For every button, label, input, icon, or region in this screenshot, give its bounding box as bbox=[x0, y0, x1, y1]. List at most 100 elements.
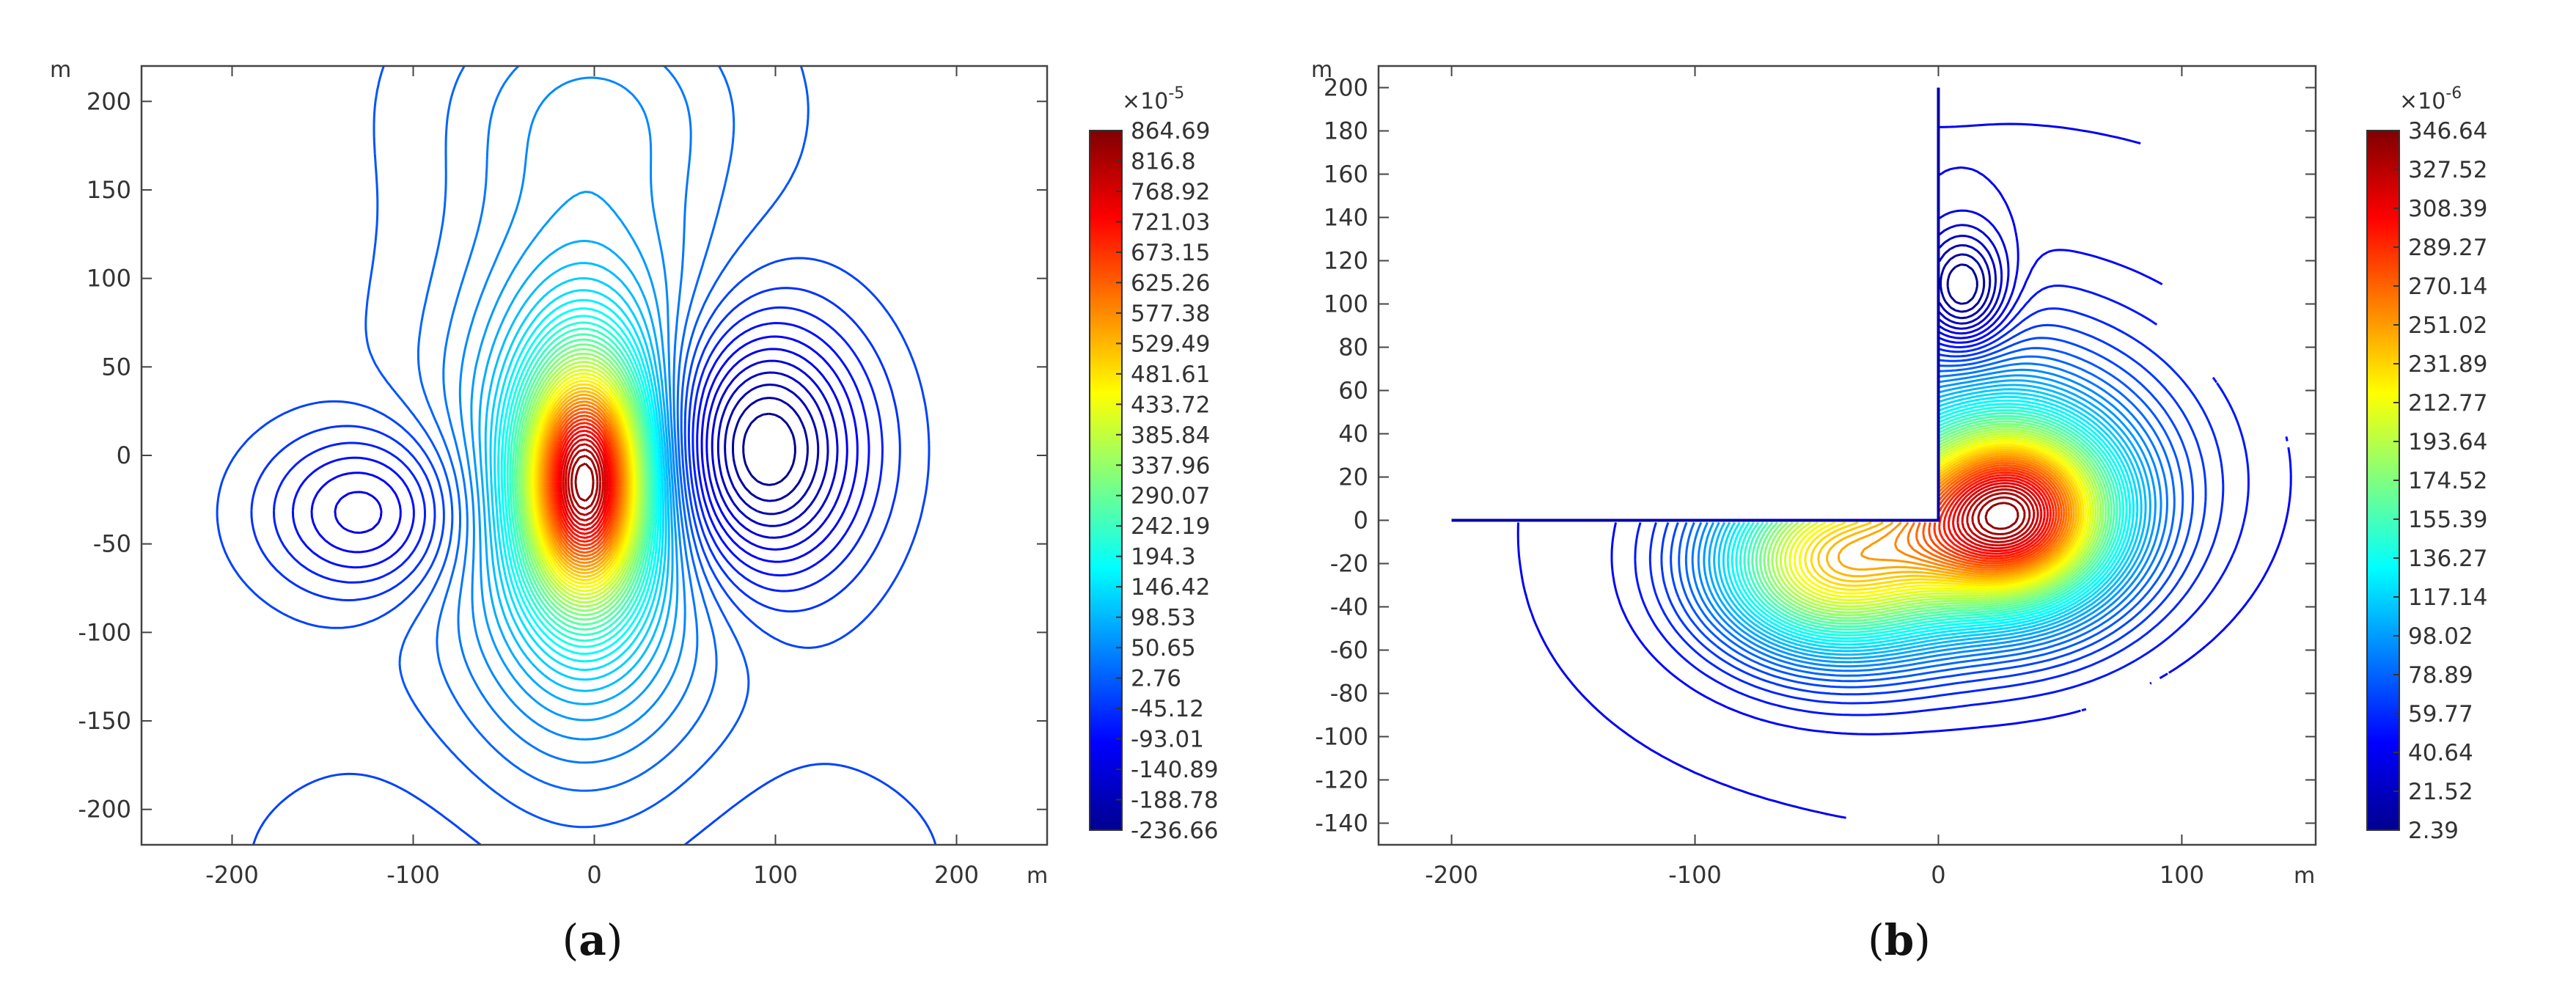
panel-a-contour-level-23 bbox=[503, 315, 658, 648]
panel-b-colorbar-multiplier: ×10-6 bbox=[2399, 84, 2462, 114]
panel-a-contour-level-24 bbox=[506, 321, 656, 642]
panel-b-contour-level-54 bbox=[1947, 476, 2050, 555]
panel-a-contour-level-49 bbox=[554, 422, 614, 543]
panel-a-tick-labels: -200 -100 0 100 200 200 150 100 50 0 -50 -100 -150 -2… bbox=[78, 87, 979, 889]
panel-a-contour-level-39 bbox=[537, 386, 631, 578]
panel-a-contour-level-3 bbox=[724, 384, 820, 516]
panel-b-contour-level-59 bbox=[1971, 491, 2031, 540]
panel-b-colorbar-tick-label: 2.39 bbox=[2408, 818, 2459, 844]
panel-a-colorbar-tick-label: 481.61 bbox=[1131, 362, 1210, 388]
panel-b-contour-level-39 bbox=[1798, 441, 2087, 595]
panel-b-contour-level-34 bbox=[1775, 430, 2099, 611]
panel-b-colorbar-multiplier-exp: -6 bbox=[2445, 84, 2462, 103]
panel-b: m m -200 -100 0 100200180160140120100806040… bbox=[1311, 57, 2487, 965]
panel-a-contour-level-26 bbox=[511, 333, 652, 631]
panel-a-y-tick-label: 200 bbox=[87, 87, 131, 115]
panel-a-contour-level-56 bbox=[570, 455, 599, 510]
panel-b-y-tick-label: -100 bbox=[1315, 723, 1368, 751]
panel-a-contour-level-37 bbox=[533, 379, 634, 585]
panel-a-colorbar-multiplier-base: ×10 bbox=[1122, 89, 1168, 114]
panel-b-colorbar-tick-label: 40.64 bbox=[2408, 740, 2473, 766]
panel-b-tick-labels: -200 -100 0 100200180160140120100806040200-… bbox=[1315, 74, 2204, 890]
panel-a-contour-level-46 bbox=[548, 411, 620, 554]
panel-a-colorbar-tick-label: 864.69 bbox=[1131, 118, 1210, 144]
panel-a-contour-level-41 bbox=[540, 393, 628, 571]
panel-b-contour-level-32 bbox=[1766, 425, 2105, 617]
panel-a-colorbar-tick-label: 816.8 bbox=[1131, 148, 1196, 175]
panel-b-contour-level-28 bbox=[1751, 414, 2116, 628]
panel-a-contour-level-20 bbox=[493, 289, 665, 671]
panel-a-contour-level-15 bbox=[458, 76, 686, 741]
panel-b-contour-level-17 bbox=[1703, 374, 2157, 664]
panel-b-contour-level-55 bbox=[1952, 479, 2046, 552]
panel-b-contour-level-36 bbox=[1783, 435, 2094, 605]
panel-a-colorbar-tick-label: 290.07 bbox=[1131, 483, 1210, 510]
panel-a-contour-level-42 bbox=[541, 397, 626, 568]
panel-b-plot-frame bbox=[1377, 65, 2317, 846]
panel-a-colorbar-multiplier: ×10-5 bbox=[1122, 84, 1184, 114]
panel-a-colorbar-tick-label: 98.53 bbox=[1131, 605, 1196, 631]
panel-a-colorbar-tick-label: 385.84 bbox=[1131, 422, 1210, 449]
panel-b-y-tick-label: 100 bbox=[1324, 290, 1368, 318]
panel-b-contour-level-46 bbox=[1893, 457, 2070, 573]
panel-b-contour-level-29 bbox=[1755, 417, 2113, 626]
panel-b-colorbar-tick-label: 289.27 bbox=[2408, 235, 2487, 261]
panel-a-contour-level-18 bbox=[484, 262, 670, 692]
panel-b-contour-level-47 bbox=[1907, 459, 2068, 571]
panel-a-y-tick-label: 100 bbox=[87, 265, 131, 293]
panel-b-contour-level-24 bbox=[1735, 403, 2128, 639]
panel-a-x-tick-label: 0 bbox=[587, 861, 601, 889]
panel-a-contour-level-10 bbox=[250, 287, 901, 613]
panel-b-y-tick-label: 20 bbox=[1338, 463, 1368, 491]
panel-a-contour-level-12 bbox=[364, 66, 810, 829]
panel-a-colorbar-tick-label: 2.76 bbox=[1131, 666, 1181, 692]
panel-a-x-tick-label: 200 bbox=[934, 861, 979, 889]
panel-b-contour-level-37 bbox=[1788, 437, 2092, 601]
panel-a-colorbar-tick-label: -45.12 bbox=[1131, 696, 1204, 722]
panel-b-contour-level-4 bbox=[1938, 235, 1997, 325]
panel-a-contour-level-19 bbox=[489, 277, 667, 681]
panel-b-x-unit: m bbox=[2294, 863, 2315, 889]
panel-a-contour-level-57 bbox=[574, 462, 595, 502]
panel-a-colorbar-tick-label: 194.3 bbox=[1131, 544, 1196, 571]
panel-a-contour-level-40 bbox=[538, 390, 629, 575]
panel-b-contour-level-31 bbox=[1763, 422, 2107, 620]
panel-b-y-tick-label: -140 bbox=[1315, 810, 1368, 837]
panel-b-y-tick-label: 80 bbox=[1338, 334, 1368, 362]
panel-b-contour-level-25 bbox=[1739, 406, 2125, 637]
panel-a-x-unit: m bbox=[1027, 863, 1048, 889]
panel-a-contour-level-33 bbox=[526, 364, 640, 600]
panel-a-y-tick-label: -100 bbox=[78, 618, 131, 646]
panel-a-contour-lines bbox=[216, 66, 937, 845]
panel-b-y-tick-label: 40 bbox=[1338, 420, 1368, 448]
panel-a-colorbar-tick-label: 673.15 bbox=[1131, 240, 1210, 266]
panel-a-contour-level-36 bbox=[532, 375, 636, 589]
panel-b-contour-level-27 bbox=[1747, 411, 2118, 631]
panel-b-contour-level-52 bbox=[1938, 471, 2055, 560]
panel-a-y-tick-label: -50 bbox=[93, 530, 131, 558]
panel-b-contour-level-11 bbox=[1660, 323, 2207, 696]
panel-a-contour-level-27 bbox=[513, 338, 650, 626]
panel-a-contour-level-44 bbox=[545, 403, 623, 561]
panel-a-contour-level-25 bbox=[509, 327, 654, 637]
panel-b-contour-level-3 bbox=[1938, 243, 1992, 320]
panel-a-contour-level-9 bbox=[273, 306, 884, 593]
panel-a-contour-level-30 bbox=[520, 352, 645, 612]
panel-a-x-tick-label: 100 bbox=[753, 861, 798, 889]
panel-b-contour-level-6 bbox=[1938, 209, 2010, 335]
panel-b-contour-level-45 bbox=[1860, 455, 2073, 576]
panel-a-contour-level-7 bbox=[310, 335, 859, 563]
panel-a-contour-level-28 bbox=[515, 343, 648, 621]
panel-a-contour-level-14 bbox=[442, 66, 699, 764]
panel-b-contour-level-26 bbox=[1743, 408, 2121, 634]
panel-a-contour-level-5 bbox=[711, 359, 839, 539]
panel-a: m m -200 -100 0 100 200 200 150 100 50 0 -50 -100 -1… bbox=[50, 57, 1219, 965]
panel-b-contour-level-48 bbox=[1915, 461, 2066, 569]
panel-b-contour-level-58 bbox=[1966, 488, 2036, 543]
panel-a-colorbar-multiplier-exp: -5 bbox=[1168, 84, 1184, 103]
panel-b-colorbar-tick-label: 174.52 bbox=[2408, 468, 2487, 494]
panel-b-y-tick-label: 200 bbox=[1324, 74, 1368, 102]
panel-a-contour-level-6 bbox=[334, 348, 848, 551]
panel-b-colorbar-multiplier-base: ×10 bbox=[2399, 89, 2445, 114]
panel-b-contour-level-9 bbox=[1634, 285, 2250, 716]
